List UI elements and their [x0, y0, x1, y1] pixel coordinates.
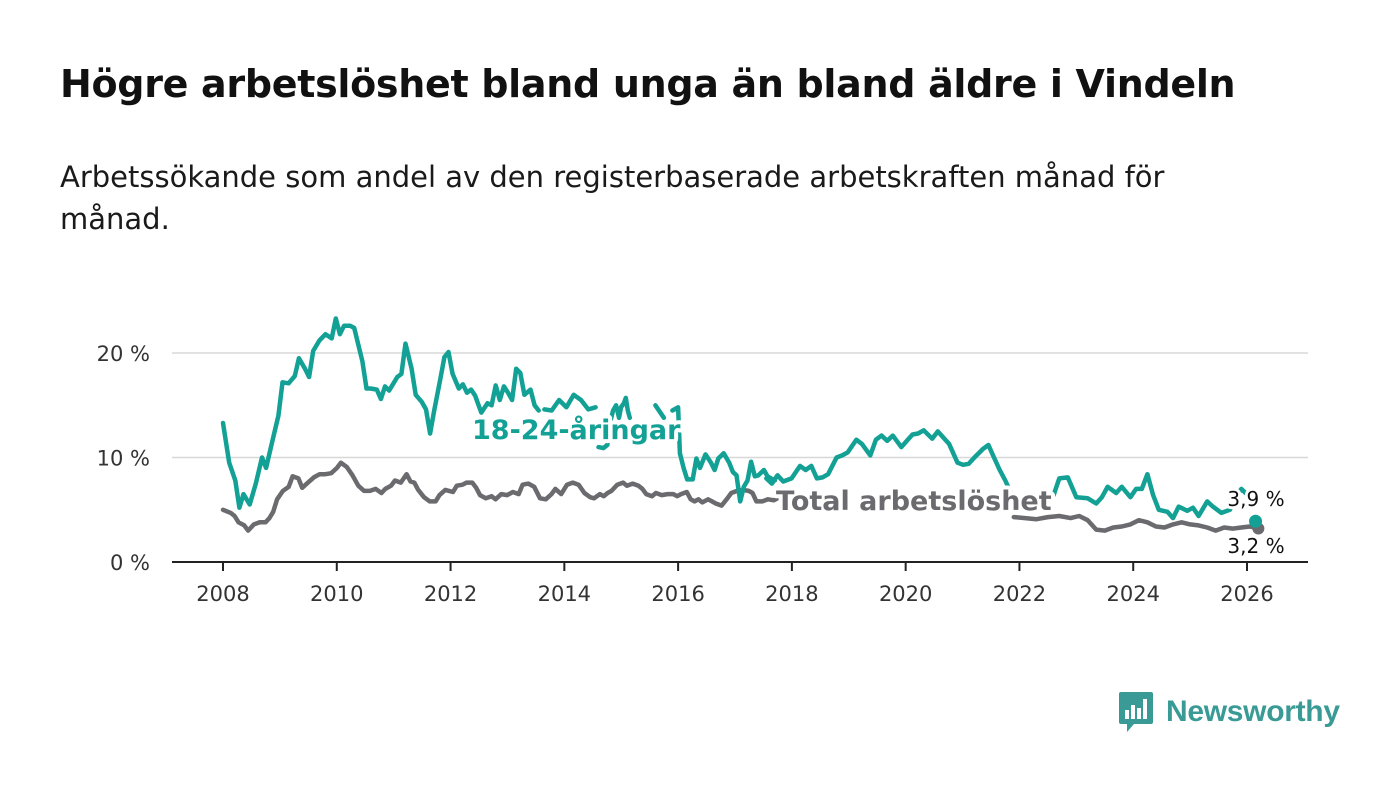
- x-tick-label: 2012: [424, 582, 477, 606]
- x-tick-label: 2016: [651, 582, 704, 606]
- series-label-youth-halo: 18-24-åringar: [472, 414, 681, 446]
- end-label-total-halo: 3,2 %: [1227, 534, 1284, 558]
- chart-subtitle: Arbetssökande som andel av den registerb…: [60, 160, 1165, 236]
- end-label-total: 3,2 %: [1227, 534, 1284, 558]
- x-tick-label: 2010: [310, 582, 363, 606]
- brand-logo[interactable]: Newsworthy: [1118, 690, 1340, 734]
- series-label-youth: 18-24-åringar: [472, 414, 681, 446]
- y-tick-label: 0 %: [110, 551, 150, 575]
- brand-name: Newsworthy: [1166, 695, 1340, 728]
- series-line-youth: [220, 316, 1261, 524]
- x-tick-label: 2014: [538, 582, 591, 606]
- x-tick-label: 2020: [879, 582, 932, 606]
- x-tick-label: 2018: [765, 582, 818, 606]
- bar-chart-logo-icon: [1119, 692, 1153, 732]
- series-label-total: Total arbetslöshet: [776, 486, 1052, 517]
- end-label-youth-halo: 3,9 %: [1227, 487, 1284, 511]
- x-tick-label: 2026: [1220, 582, 1273, 606]
- series-label-total-halo: Total arbetslöshet: [776, 486, 1052, 517]
- x-tick-label: 2022: [993, 582, 1046, 606]
- line-chart: 0 % 10 % 20 % 2008 2010 2012 2014 2016 2018 2020 2…: [97, 316, 1308, 606]
- y-tick-label: 10 %: [97, 447, 150, 471]
- end-point-youth: [1249, 514, 1263, 528]
- y-tick-label: 20 %: [97, 342, 150, 366]
- x-tick-label: 2024: [1106, 582, 1159, 606]
- x-tick-label: 2008: [196, 582, 249, 606]
- series-line-total: [220, 460, 1261, 533]
- chart-title: Högre arbetslöshet bland unga än bland ä…: [60, 62, 1236, 106]
- end-label-youth: 3,9 %: [1227, 487, 1284, 511]
